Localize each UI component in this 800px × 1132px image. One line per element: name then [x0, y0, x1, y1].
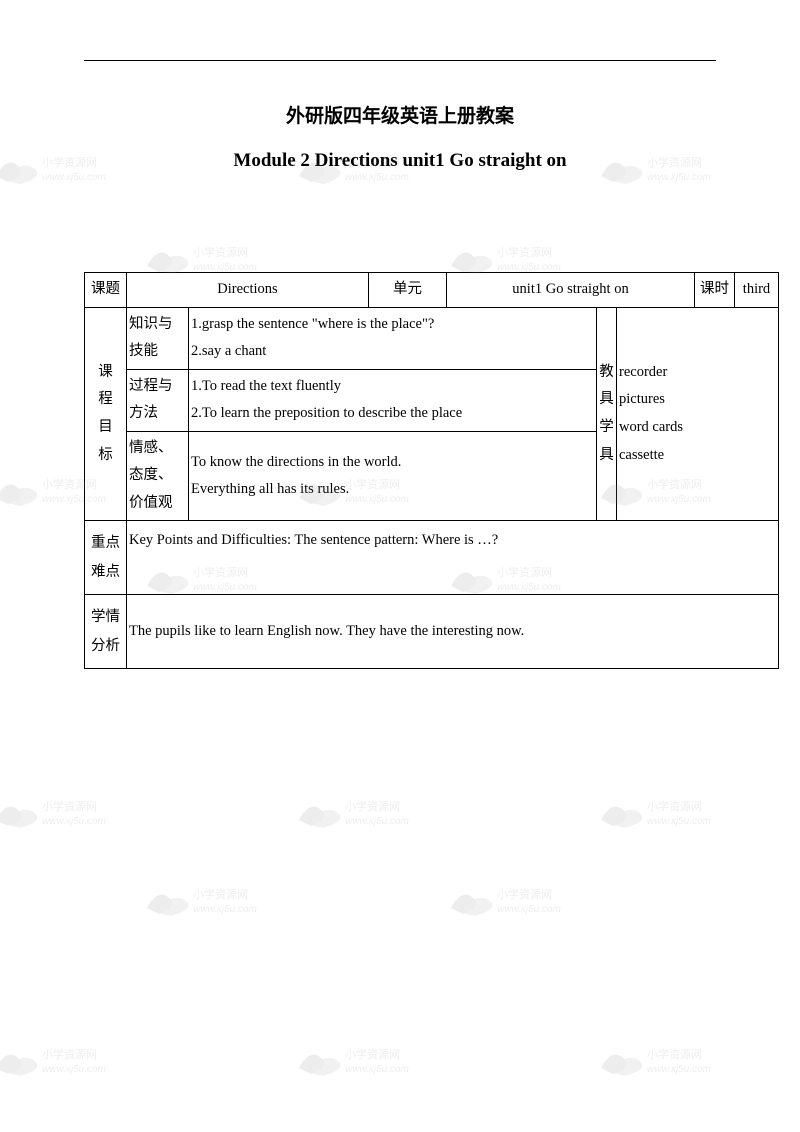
- svg-text:小学资源网: 小学资源网: [345, 1047, 400, 1061]
- tools-line2: pictures: [619, 386, 776, 414]
- topic-label: 课题: [85, 273, 127, 308]
- title-sub: Module 2 Directions unit1 Go straight on: [84, 150, 716, 172]
- watermark-icon: 小学资源网 www.xj5u.com: [141, 880, 291, 920]
- svg-text:小学资源网: 小学资源网: [42, 799, 97, 813]
- knowledge-line2: 2.say a chant: [191, 338, 594, 366]
- tools-label-text: 教具学具: [599, 359, 614, 469]
- emotion-line2: Everything all has its rules.: [191, 476, 594, 504]
- knowledge-line1: 1.grasp the sentence "where is the place…: [191, 311, 594, 339]
- svg-text:www.xj5u.com: www.xj5u.com: [647, 816, 711, 827]
- table-row: 课题 Directions 单元 unit1 Go straight on 课时…: [85, 273, 779, 308]
- analysis-label-text: 学情分析: [91, 603, 120, 661]
- tools-line4: cassette: [619, 442, 776, 470]
- hour-value: third: [735, 273, 779, 308]
- tools-line1: recorder: [619, 359, 776, 387]
- svg-text:小学资源网: 小学资源网: [647, 1047, 702, 1061]
- analysis-label: 学情分析: [85, 595, 127, 669]
- svg-text:www.xj5u.com: www.xj5u.com: [42, 172, 106, 183]
- svg-text:www.xj5u.com: www.xj5u.com: [42, 1064, 106, 1075]
- svg-text:小学资源网: 小学资源网: [193, 887, 248, 901]
- svg-text:www.xj5u.com: www.xj5u.com: [345, 172, 409, 183]
- svg-text:www.xj5u.com: www.xj5u.com: [647, 172, 711, 183]
- table-row: 重点难点 Key Points and Difficulties: The se…: [85, 521, 779, 595]
- svg-text:www.xj5u.com: www.xj5u.com: [497, 904, 561, 915]
- knowledge-label: 知识与技能: [127, 307, 189, 369]
- emotion-label: 情感、态度、价值观: [127, 431, 189, 521]
- watermark-icon: 小学资源网 www.xj5u.com: [293, 792, 443, 832]
- emotion-content: To know the directions in the world. Eve…: [189, 431, 597, 521]
- hour-label: 课时: [695, 273, 735, 308]
- keypoints-content: Key Points and Difficulties: The sentenc…: [127, 521, 779, 595]
- svg-text:www.xj5u.com: www.xj5u.com: [647, 1064, 711, 1075]
- watermark-icon: 小学资源网 www.xj5u.com: [595, 792, 745, 832]
- svg-text:小学资源网: 小学资源网: [497, 887, 552, 901]
- svg-text:www.xj5u.com: www.xj5u.com: [193, 904, 257, 915]
- watermark-icon: 小学资源网 www.xj5u.com: [293, 1040, 443, 1080]
- process-label: 过程与方法: [127, 369, 189, 431]
- process-content: 1.To read the text fluently 2.To learn t…: [189, 369, 597, 431]
- tools-content: recorder pictures word cards cassette: [617, 307, 779, 521]
- svg-text:小学资源网: 小学资源网: [193, 245, 248, 259]
- knowledge-content: 1.grasp the sentence "where is the place…: [189, 307, 597, 369]
- lesson-plan-table: 课题 Directions 单元 unit1 Go straight on 课时…: [84, 272, 779, 669]
- svg-text:www.xj5u.com: www.xj5u.com: [345, 1064, 409, 1075]
- topic-value: Directions: [127, 273, 369, 308]
- svg-text:小学资源网: 小学资源网: [497, 245, 552, 259]
- table-row: 学情分析 The pupils like to learn English no…: [85, 595, 779, 669]
- top-rule: [84, 60, 716, 61]
- svg-text:小学资源网: 小学资源网: [647, 799, 702, 813]
- watermark-icon: 小学资源网 www.xj5u.com: [0, 1040, 140, 1080]
- process-line1: 1.To read the text fluently: [191, 373, 594, 401]
- watermark-icon: 小学资源网 www.xj5u.com: [0, 792, 140, 832]
- svg-text:www.xj5u.com: www.xj5u.com: [345, 816, 409, 827]
- keypoints-label: 重点难点: [85, 521, 127, 595]
- analysis-content: The pupils like to learn English now. Th…: [127, 595, 779, 669]
- svg-text:小学资源网: 小学资源网: [345, 799, 400, 813]
- unit-label: 单元: [369, 273, 447, 308]
- svg-text:www.xj5u.com: www.xj5u.com: [42, 816, 106, 827]
- emotion-line1: To know the directions in the world.: [191, 449, 594, 477]
- watermark-icon: 小学资源网 www.xj5u.com: [445, 880, 595, 920]
- svg-text:小学资源网: 小学资源网: [42, 1047, 97, 1061]
- tools-label: 教具学具: [597, 307, 617, 521]
- process-line2: 2.To learn the preposition to describe t…: [191, 400, 594, 428]
- keypoints-label-text: 重点难点: [91, 529, 120, 587]
- unit-value: unit1 Go straight on: [447, 273, 695, 308]
- title-main: 外研版四年级英语上册教案: [84, 101, 716, 128]
- watermark-icon: 小学资源网 www.xj5u.com: [595, 1040, 745, 1080]
- tools-line3: word cards: [619, 414, 776, 442]
- goals-section-text: 课程目标: [98, 359, 113, 469]
- goals-section-label: 课程目标: [85, 307, 127, 521]
- table-row: 课程目标 知识与技能 1.grasp the sentence "where i…: [85, 307, 779, 369]
